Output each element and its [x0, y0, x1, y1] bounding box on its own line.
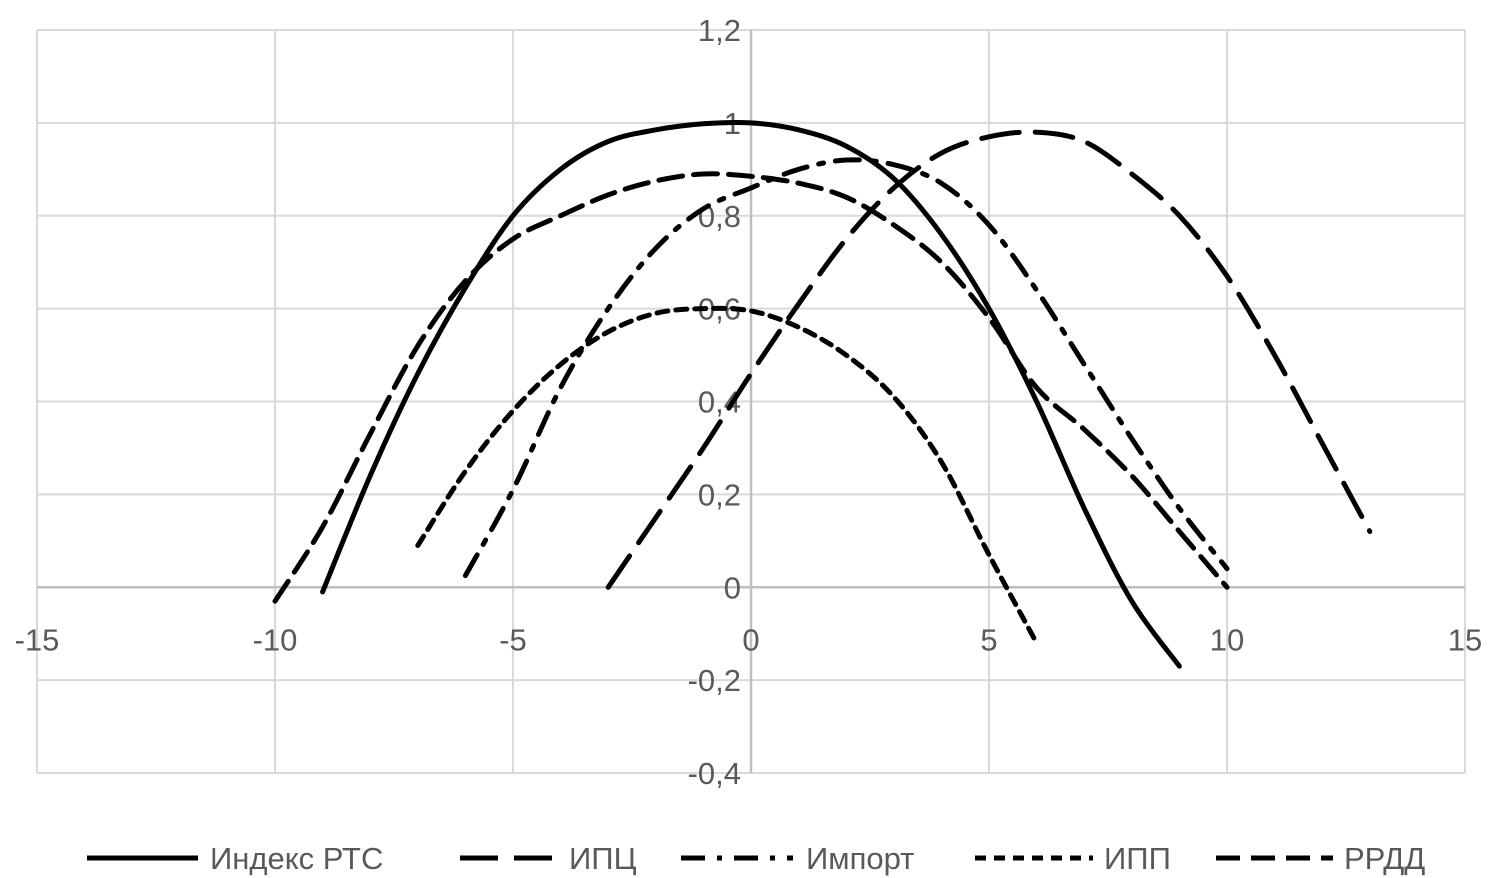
- legend-item-3: Импорт: [681, 841, 914, 876]
- legend-label: ИПП: [1104, 841, 1171, 876]
- legend-item-5: РРДД: [1216, 841, 1425, 876]
- x-tick-label: -15: [15, 622, 60, 657]
- legend-label: Импорт: [806, 841, 914, 876]
- x-tick-label: 5: [980, 622, 997, 657]
- series-line-3: [462, 157, 1230, 579]
- x-tick-label: 10: [1210, 622, 1244, 657]
- x-tick-label: -5: [499, 622, 527, 657]
- y-tick-label: 0,8: [698, 199, 741, 234]
- series-lines: [272, 119, 1373, 669]
- x-tick-label: 15: [1448, 622, 1482, 657]
- series-line-2: [605, 129, 1373, 590]
- legend-label: Индекс РТС: [210, 841, 383, 876]
- y-tick-label: -0,4: [688, 756, 741, 791]
- legend-label: ИПЦ: [569, 841, 637, 876]
- legend-label: РРДД: [1344, 841, 1425, 876]
- legend-item-1: Индекс РТС: [87, 841, 383, 876]
- series-line-1: [320, 119, 1182, 669]
- x-tick-label: 0: [742, 622, 759, 657]
- series-line-5: [272, 171, 1230, 604]
- y-tick-label: 1,2: [698, 13, 741, 48]
- y-tick-label: 0,2: [698, 477, 741, 512]
- tick-labels: 1,210,80,60,40,20-0,2-0,4-15 -10 -5 0 5 10 15: [15, 13, 1483, 791]
- x-tick-label: -10: [253, 622, 298, 657]
- legend-item-2: ИПЦ: [460, 841, 637, 876]
- y-tick-label: -0,2: [688, 663, 741, 698]
- y-tick-label: 0: [724, 570, 741, 605]
- series-line-4: [415, 305, 1040, 646]
- legend: Индекс РТС ИПЦ Импорт ИПП РРДД: [87, 841, 1425, 876]
- legend-item-4: ИПП: [975, 841, 1171, 876]
